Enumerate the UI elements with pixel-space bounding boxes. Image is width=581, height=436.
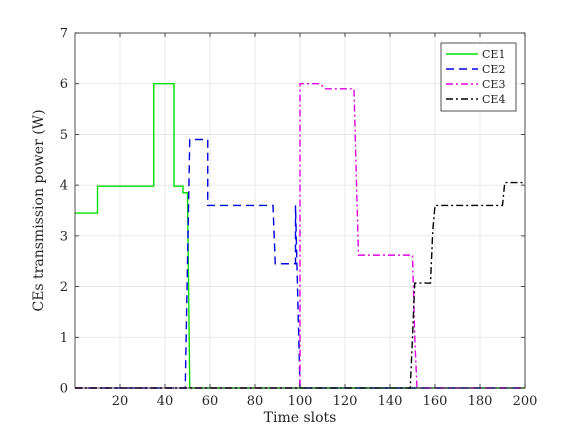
y-tick-label: 3 bbox=[60, 229, 68, 244]
y-axis-label: CEs transmission power (W) bbox=[31, 109, 47, 311]
x-tick-label: 120 bbox=[333, 394, 358, 409]
x-axis-ticks: 20 40 60 80 100 120 140 160 180 200 bbox=[112, 33, 538, 409]
y-tick-label: 2 bbox=[60, 280, 68, 295]
x-tick-label: 40 bbox=[157, 394, 174, 409]
legend-label-ce4: CE4 bbox=[482, 93, 505, 106]
y-tick-label: 0 bbox=[60, 382, 68, 397]
x-tick-label: 160 bbox=[423, 394, 448, 409]
legend: CE1 CE2 CE3 CE4 bbox=[440, 42, 517, 112]
x-tick-label: 100 bbox=[288, 394, 313, 409]
legend-label-ce1: CE1 bbox=[482, 48, 505, 61]
series-line-ce4 bbox=[75, 181, 525, 389]
x-axis-label: Time slots bbox=[264, 410, 337, 426]
y-tick-label: 4 bbox=[60, 179, 68, 194]
y-tick-label: 6 bbox=[60, 77, 68, 92]
x-tick-label: 180 bbox=[468, 394, 493, 409]
x-tick-label: 20 bbox=[112, 394, 129, 409]
x-tick-label: 80 bbox=[247, 394, 264, 409]
x-tick-label: 140 bbox=[378, 394, 403, 409]
x-tick-label: 200 bbox=[513, 394, 538, 409]
legend-label-ce2: CE2 bbox=[482, 63, 505, 76]
x-tick-label: 60 bbox=[202, 394, 219, 409]
series-line-ce2 bbox=[75, 138, 525, 389]
y-tick-label: 5 bbox=[60, 128, 68, 143]
y-tick-label: 7 bbox=[60, 27, 68, 42]
y-axis-ticks: 0 1 2 3 4 5 6 7 bbox=[60, 27, 525, 397]
y-tick-label: 1 bbox=[60, 331, 68, 346]
legend-label-ce3: CE3 bbox=[482, 78, 505, 91]
